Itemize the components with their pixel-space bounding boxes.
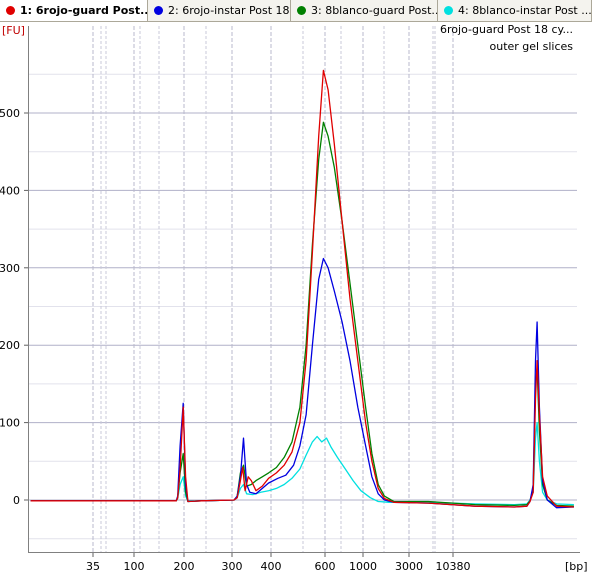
tab-label: 3: 8blanco-guard Post... bbox=[311, 4, 437, 17]
y-tick-label: 100 bbox=[0, 417, 20, 430]
chart-subtitle: outer gel slices bbox=[490, 40, 574, 53]
tab-label: 2: 6rojo-instar Post 18... bbox=[168, 4, 290, 17]
tab-sample-2[interactable]: 2: 6rojo-instar Post 18... bbox=[148, 0, 291, 21]
y-tick-label: 200 bbox=[0, 339, 20, 352]
tab-label: 4: 8blanco-instar Post ... bbox=[458, 4, 591, 17]
y-axis-label: [FU] bbox=[2, 24, 25, 37]
x-tick-label: 600 bbox=[315, 560, 336, 573]
sample-color-dot-icon bbox=[297, 6, 306, 15]
y-tick-label: 500 bbox=[0, 107, 20, 120]
x-tick-label: 100 bbox=[124, 560, 145, 573]
x-tick-label: 400 bbox=[261, 560, 282, 573]
sample-tab-bar: 1: 6rojo-guard Post... 2: 6rojo-instar Po… bbox=[0, 0, 592, 22]
electropherogram-chart: 0 100 200 300 400 500 35 100 200 300 400 600 1000 300… bbox=[0, 22, 592, 586]
x-tick-label: 200 bbox=[174, 560, 195, 573]
sample-color-dot-icon bbox=[154, 6, 163, 15]
y-tick-label: 300 bbox=[0, 262, 20, 275]
tab-sample-4[interactable]: 4: 8blanco-instar Post ... bbox=[438, 0, 592, 21]
x-tick-label: 1000 bbox=[349, 560, 377, 573]
y-tick-label: 0 bbox=[13, 494, 20, 507]
axis-ticks: 0 100 200 300 400 500 35 100 200 300 400 600 1000 300… bbox=[0, 107, 471, 573]
x-tick-label: 3000 bbox=[395, 560, 423, 573]
tab-sample-1[interactable]: 1: 6rojo-guard Post... bbox=[0, 0, 148, 21]
sample-color-dot-icon bbox=[6, 6, 15, 15]
sample-color-dot-icon bbox=[444, 6, 453, 15]
tab-sample-3[interactable]: 3: 8blanco-guard Post... bbox=[291, 0, 438, 21]
x-tick-label: 35 bbox=[86, 560, 100, 573]
chart-title: 6rojo-guard Post 18 cy... bbox=[440, 23, 573, 36]
plot-background bbox=[0, 22, 592, 586]
x-axis-label: [bp] bbox=[565, 560, 588, 573]
tab-label: 1: 6rojo-guard Post... bbox=[20, 4, 147, 17]
x-tick-label: 300 bbox=[222, 560, 243, 573]
series-lines bbox=[30, 69, 574, 509]
y-tick-label: 400 bbox=[0, 184, 20, 197]
x-tick-label: 10380 bbox=[436, 560, 471, 573]
series-line-1 bbox=[30, 69, 574, 508]
